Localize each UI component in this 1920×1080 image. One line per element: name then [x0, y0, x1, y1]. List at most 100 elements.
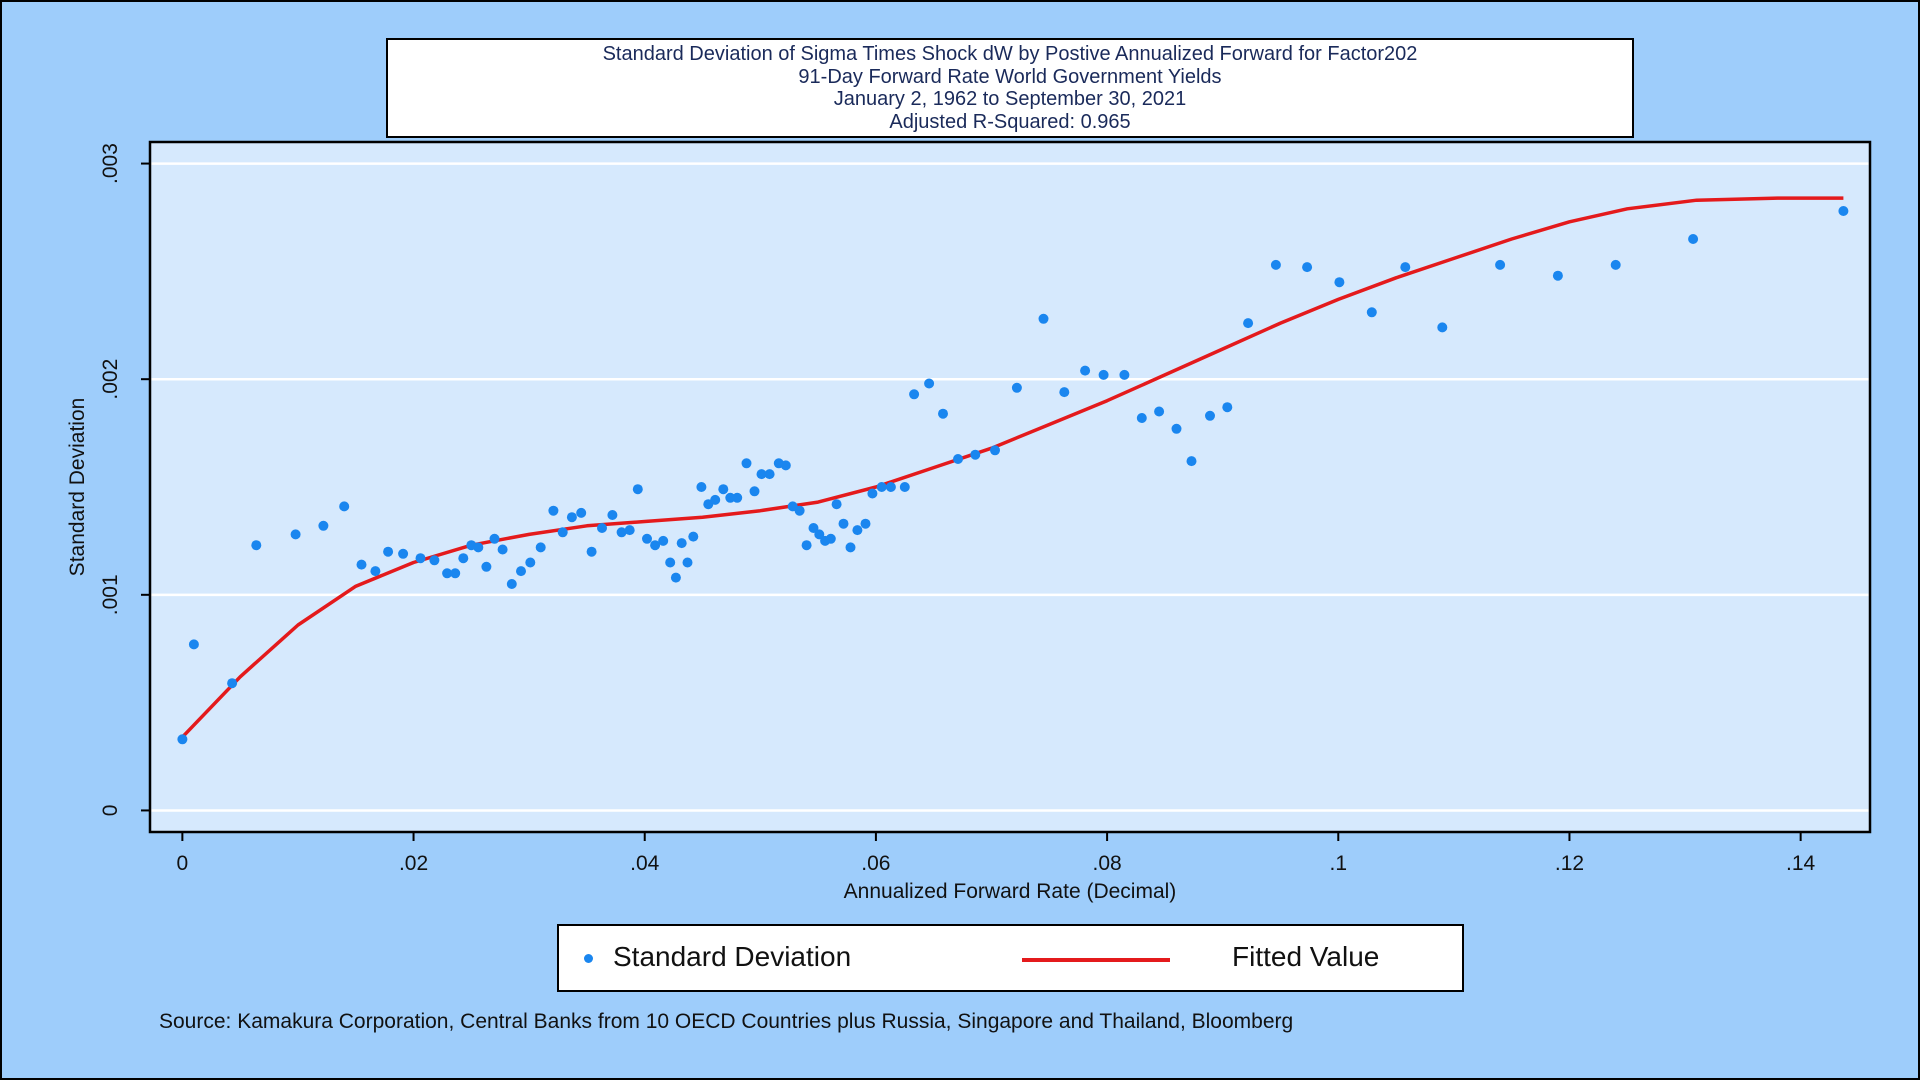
- legend-scatter-marker: [584, 954, 593, 963]
- scatter-point: [938, 408, 948, 419]
- scatter-point: [756, 469, 767, 480]
- source-note: Source: Kamakura Corporation, Central Ba…: [159, 1010, 1294, 1033]
- scatter-point: [725, 492, 736, 503]
- scatter-point: [290, 529, 301, 540]
- scatter-point: [516, 566, 526, 577]
- scatter-point: [1222, 402, 1233, 413]
- y-tick-label: 0: [99, 805, 122, 817]
- scatter-point: [398, 548, 409, 559]
- scatter-point: [473, 542, 484, 553]
- scatter-point: [1495, 259, 1506, 270]
- x-tick-label: .14: [1786, 852, 1816, 875]
- chart-title-line-3: January 2, 1962 to September 30, 2021: [833, 88, 1187, 110]
- scatter-point: [1136, 413, 1147, 423]
- scatter-point: [867, 488, 878, 499]
- scatter-point: [458, 553, 469, 564]
- scatter-point: [1243, 318, 1254, 329]
- scatter-point: [990, 445, 1000, 456]
- chart-title-box: Standard Deviation of Sigma Times Shock …: [386, 38, 1634, 138]
- scatter-point: [450, 568, 461, 579]
- scatter-point: [370, 566, 381, 577]
- scatter-point: [825, 533, 836, 544]
- scatter-point: [650, 540, 661, 551]
- x-tick-label: .06: [861, 852, 890, 875]
- scatter-point: [1270, 259, 1281, 270]
- scatter-point: [1011, 382, 1022, 393]
- scatter-point: [642, 533, 652, 544]
- scatter-point: [953, 454, 963, 464]
- scatter-point: [838, 518, 849, 529]
- scatter-point: [676, 538, 687, 549]
- y-axis-label: Standard Deviation: [66, 398, 89, 577]
- chart-title-line-2: 91-Day Forward Rate World Government Yie…: [798, 65, 1222, 88]
- scatter-point: [764, 469, 775, 480]
- scatter-point: [749, 486, 760, 497]
- scatter-point: [688, 531, 699, 542]
- scatter-point: [1610, 259, 1621, 270]
- scatter-point: [1038, 313, 1049, 324]
- scatter-point: [1171, 423, 1182, 434]
- scatter-point: [682, 557, 693, 568]
- legend-scatter-label: Standard Deviation: [613, 941, 852, 972]
- scatter-point: [632, 484, 643, 495]
- scatter-point: [607, 510, 618, 520]
- legend: Standard Deviation Fitted Value: [557, 924, 1464, 992]
- x-tick-label: .02: [399, 852, 428, 875]
- scatter-point: [566, 512, 577, 523]
- scatter-point: [710, 494, 721, 505]
- x-tick-label: .04: [630, 852, 660, 875]
- scatter-point: [831, 499, 842, 510]
- scatter-point: [1838, 206, 1849, 216]
- scatter-point: [557, 527, 568, 538]
- x-tick-label: 0: [177, 852, 189, 875]
- y-tick-label: .003: [99, 143, 122, 184]
- scatter-point: [1400, 262, 1411, 273]
- scatter-point: [852, 525, 863, 536]
- scatter-point: [1080, 365, 1091, 376]
- legend-line-label: Fitted Value: [1232, 941, 1380, 972]
- scatter-point: [1552, 270, 1563, 281]
- scatter-point: [1688, 234, 1699, 244]
- scatter-point: [670, 572, 681, 583]
- scatter-point: [616, 527, 627, 538]
- scatter-point: [356, 559, 367, 570]
- scatter-point: [909, 389, 920, 400]
- legend-line-marker: [1022, 958, 1170, 962]
- scatter-point: [924, 378, 935, 389]
- scatter-point: [1437, 322, 1448, 333]
- scatter-point: [188, 639, 199, 650]
- scatter-point: [535, 542, 546, 553]
- scatter-point: [497, 544, 508, 555]
- scatter-point: [718, 484, 729, 495]
- scatter-point: [548, 505, 559, 516]
- scatter-point: [442, 568, 453, 579]
- chart-title-line-4: Adjusted R-Squared: 0.965: [889, 110, 1131, 133]
- scatter-point: [481, 561, 492, 572]
- scatter-point: [1366, 307, 1377, 318]
- x-tick-label: .12: [1555, 852, 1584, 875]
- scatter-point: [970, 449, 981, 460]
- scatter-point: [251, 540, 262, 551]
- x-tick-label: .1: [1330, 852, 1348, 875]
- scatter-point: [899, 482, 910, 492]
- chart-title-line-1: Standard Deviation of Sigma Times Shock …: [602, 43, 1418, 65]
- scatter-point: [1186, 456, 1197, 467]
- scatter-point: [1154, 406, 1165, 417]
- scatter-point: [1302, 262, 1313, 273]
- axes: 0 .001 .002 .003 0 .02 .04 .06 .08 .1 .12 .14: [99, 143, 1816, 875]
- scatter-point: [794, 505, 805, 516]
- scatter-point: [576, 507, 587, 518]
- scatter-point: [885, 482, 896, 492]
- x-tick-label: .08: [1092, 852, 1121, 875]
- plot-area: [148, 140, 1872, 834]
- gridlines: [151, 162, 1869, 812]
- scatter-point: [597, 523, 607, 533]
- scatter-point: [732, 492, 743, 503]
- scatter-point: [658, 535, 669, 546]
- scatter-point: [808, 523, 819, 533]
- x-axis-label: Annualized Forward Rate (Decimal): [844, 880, 1177, 903]
- scatter-point: [489, 533, 500, 544]
- y-tick-label: .002: [99, 359, 122, 400]
- scatter-point: [227, 678, 238, 689]
